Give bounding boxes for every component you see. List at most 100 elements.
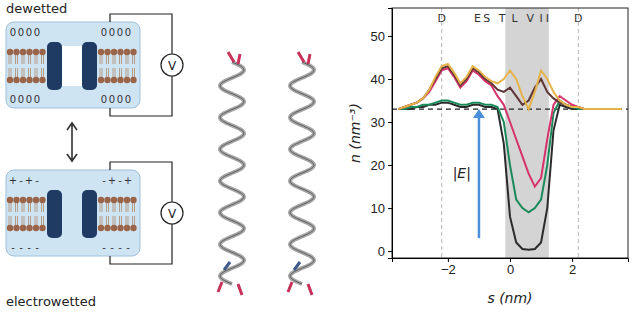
x-tick-label: 0	[507, 262, 514, 277]
x-tick: 2	[569, 258, 576, 277]
charge: 0	[125, 94, 131, 105]
density-line	[398, 64, 622, 109]
lipid-head	[7, 197, 13, 203]
voltmeter-label: V	[168, 59, 177, 73]
wire	[110, 224, 172, 264]
residue-label: T	[498, 12, 506, 25]
membrane-cell: 0000000000000000V	[6, 14, 183, 116]
y-tick-mark	[388, 165, 392, 166]
residue-label: S	[483, 12, 490, 25]
plot-area	[392, 8, 628, 258]
lipid-head	[124, 197, 130, 203]
residue-label: L	[512, 12, 519, 25]
y-tick-label: 0	[378, 244, 385, 259]
water-box	[6, 170, 140, 256]
y-tick-label: 40	[371, 72, 385, 87]
pore-protein	[47, 190, 62, 238]
lipid-head	[20, 77, 26, 83]
density-line	[398, 101, 622, 213]
voltmeter	[161, 202, 183, 224]
pore-protein	[47, 42, 62, 90]
lipid-head	[104, 49, 110, 55]
lipid-head	[117, 225, 123, 231]
charge: -	[118, 242, 122, 253]
y-tick-mark	[388, 208, 392, 209]
density-line	[398, 66, 622, 109]
charge: +	[25, 175, 33, 186]
reference-vline	[578, 8, 579, 258]
charge: 0	[10, 27, 16, 38]
chart: −20201020304050s (nm)n (nm⁻³)DESTLVIID|E…	[347, 8, 629, 306]
y-tick: 0	[378, 244, 392, 259]
pore-void	[60, 46, 84, 86]
lipid-head	[33, 225, 39, 231]
x-axis: −202	[393, 258, 629, 277]
lipid-head	[33, 197, 39, 203]
y-tick: 30	[371, 115, 392, 130]
lipid-head	[98, 77, 104, 83]
lipid-head	[111, 77, 117, 83]
y-tick-label: 30	[371, 115, 385, 130]
residue	[224, 262, 230, 270]
residue-label: E	[474, 12, 481, 25]
lipid-head	[111, 225, 117, 231]
membrane-cell: +-+--+-+--------V	[6, 162, 183, 264]
lipid-head	[130, 77, 136, 83]
helix-edge	[220, 62, 244, 284]
lipid-head	[39, 225, 45, 231]
lipid-head	[20, 197, 26, 203]
lipid-head	[117, 197, 123, 203]
y-tick-mark	[388, 122, 392, 123]
helix	[290, 62, 314, 284]
lipid-head	[33, 77, 39, 83]
charge: +	[124, 175, 132, 186]
charge: 0	[26, 94, 32, 105]
lipid-head	[7, 77, 13, 83]
residue-label: D	[437, 12, 445, 25]
lipid-head	[20, 49, 26, 55]
y-tick: 40	[371, 72, 392, 87]
lipid-head	[104, 225, 110, 231]
y-tick: 10	[371, 201, 392, 216]
plot-frame	[392, 8, 628, 258]
y-tick: 50	[371, 29, 392, 44]
charge: 0	[101, 94, 107, 105]
residue	[294, 262, 300, 270]
residue-label: V	[526, 12, 534, 25]
lipid-head	[130, 225, 136, 231]
charge: -	[126, 242, 130, 253]
y-tick-mark	[388, 251, 392, 252]
y-tick-mark	[388, 36, 392, 37]
lipid-head	[7, 49, 13, 55]
charge: 0	[109, 27, 115, 38]
lipid-head	[39, 49, 45, 55]
charge: -	[19, 242, 23, 253]
lipid-head	[13, 225, 19, 231]
charge: 0	[34, 27, 40, 38]
charge: -	[35, 242, 39, 253]
charge: 0	[18, 94, 24, 105]
charge: -	[27, 242, 31, 253]
lipid-head	[130, 49, 136, 55]
schematic: dewettedelectrowetted0000000000000000V+-…	[6, 1, 183, 309]
panel-label: dewetted	[6, 1, 67, 16]
charge: 0	[26, 27, 32, 38]
field-label: |E|	[453, 165, 471, 182]
charge: +	[9, 175, 17, 186]
helices	[218, 52, 314, 295]
charge: -	[102, 242, 106, 253]
charge: 0	[117, 27, 123, 38]
field-arrow	[478, 117, 481, 238]
lipid-head	[26, 197, 32, 203]
lipid-head	[98, 197, 104, 203]
reference-vline	[441, 8, 442, 258]
voltmeter-label: V	[168, 207, 177, 221]
charge: -	[110, 242, 114, 253]
helix	[220, 62, 244, 284]
wire	[110, 162, 172, 202]
y-axis: 01020304050	[371, 9, 393, 259]
field-arrow-head	[473, 109, 485, 118]
lipid-head	[7, 225, 13, 231]
y-axis-line	[388, 9, 393, 259]
charge: -	[19, 175, 23, 186]
